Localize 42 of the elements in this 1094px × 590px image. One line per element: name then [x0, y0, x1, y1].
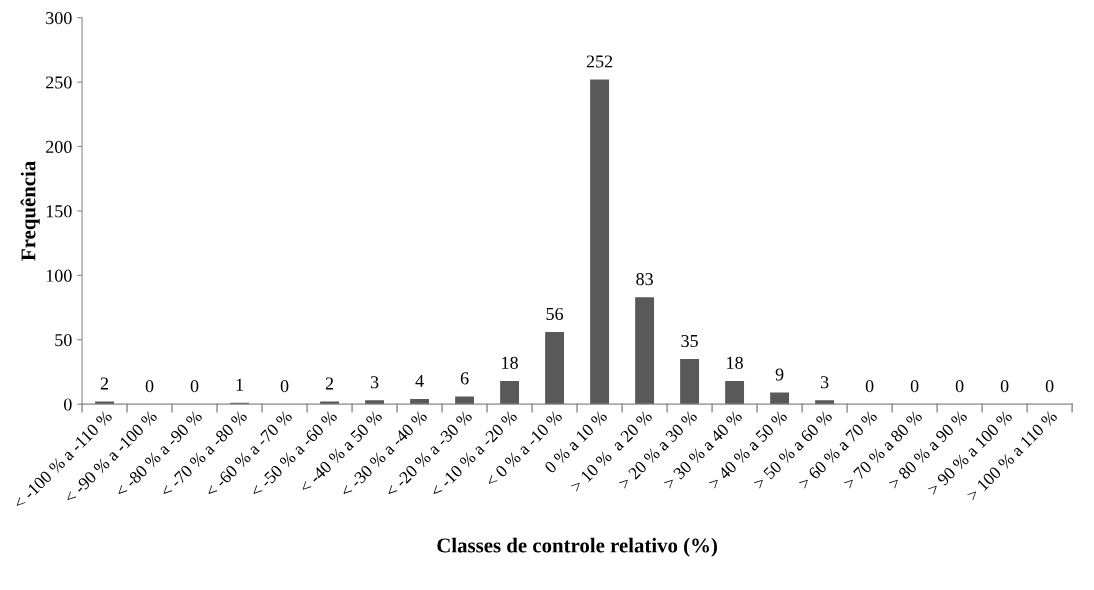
y-tick-label: 0	[63, 398, 72, 411]
data-label: 0	[910, 379, 919, 393]
bar	[410, 399, 430, 405]
bar	[590, 79, 610, 405]
y-tick-label: 50	[55, 334, 72, 347]
bar	[455, 396, 475, 405]
y-tick-label: 300	[46, 11, 72, 25]
data-label: 3	[820, 376, 829, 389]
bar	[680, 359, 700, 405]
data-label: 56	[546, 307, 564, 321]
data-label: 9	[775, 368, 784, 381]
y-tick-label: 150	[46, 205, 72, 218]
data-label: 0	[280, 379, 289, 393]
bar	[365, 400, 385, 405]
data-label: 0	[865, 379, 874, 393]
data-label: 0	[190, 379, 199, 393]
bar	[545, 332, 565, 405]
bar	[500, 380, 520, 405]
data-label: 35	[681, 334, 698, 348]
data-label: 0	[1000, 379, 1009, 393]
bar	[725, 380, 745, 405]
y-tick-label: 250	[46, 76, 72, 89]
data-label: 0	[955, 379, 964, 393]
data-label: 0	[145, 379, 154, 393]
y-axis-title: Frequência	[20, 161, 40, 261]
y-tick-label: 100	[46, 269, 72, 282]
data-label: 2	[100, 377, 109, 390]
data-label: 18	[727, 356, 743, 369]
data-label: 3	[370, 376, 379, 389]
data-label: 18	[502, 356, 518, 369]
data-label: 2	[325, 377, 334, 390]
data-label: 6	[460, 372, 469, 385]
bar	[635, 297, 655, 405]
data-label: 83	[636, 273, 653, 286]
data-label: 0	[1045, 379, 1054, 393]
bar	[815, 400, 835, 405]
y-tick-label: 200	[46, 140, 72, 153]
x-axis-title: Classes de controle relativo (%)	[437, 537, 717, 557]
data-label: 4	[415, 374, 424, 387]
bar	[770, 392, 790, 405]
data-label: 252	[586, 55, 613, 68]
data-label: 1	[236, 378, 243, 391]
